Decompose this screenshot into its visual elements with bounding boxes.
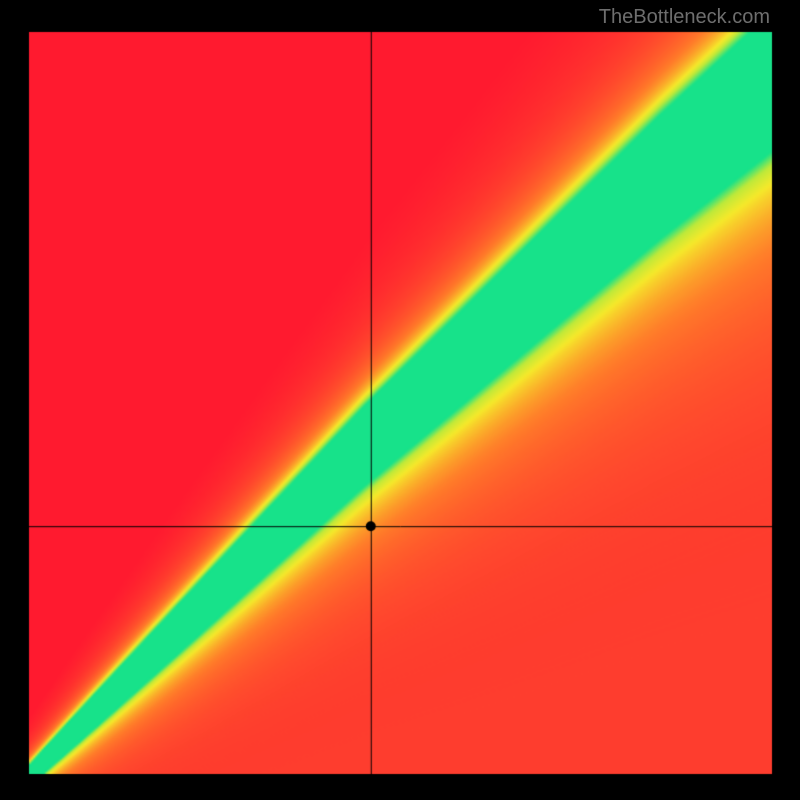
chart-container: TheBottleneck.com [0, 0, 800, 800]
watermark-text: TheBottleneck.com [599, 6, 770, 29]
heatmap-plot [0, 0, 800, 800]
